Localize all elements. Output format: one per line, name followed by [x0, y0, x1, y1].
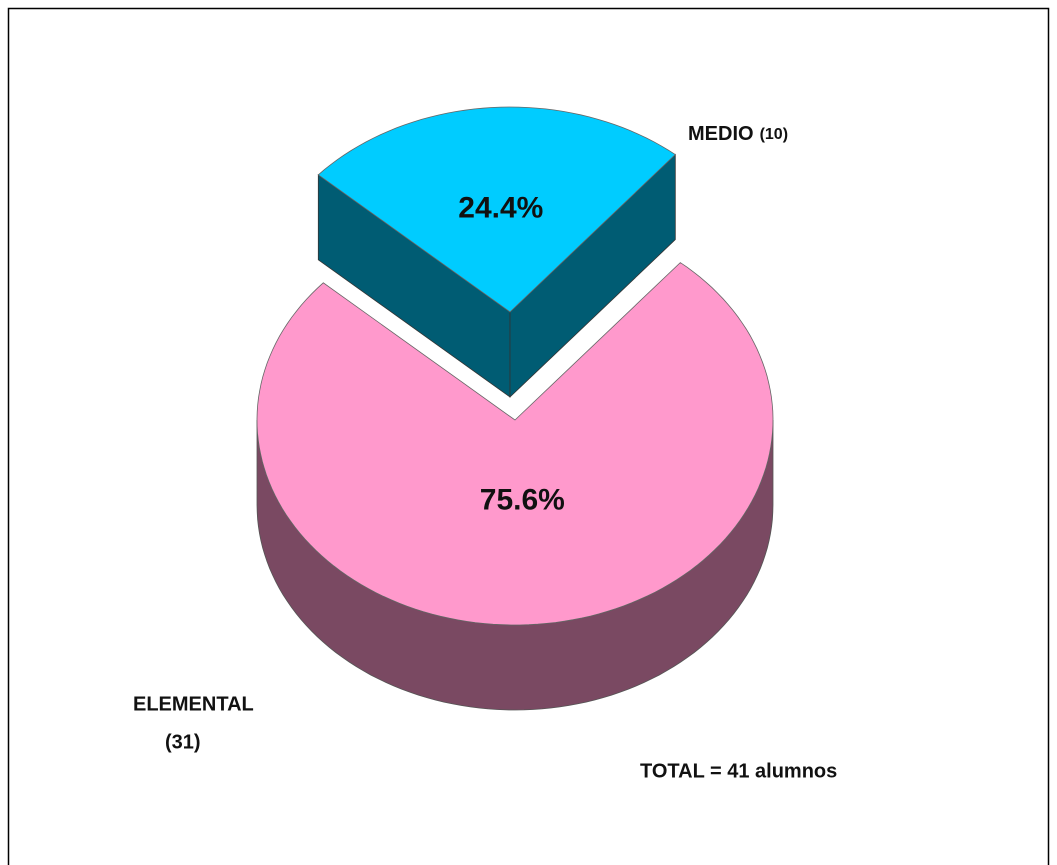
- slice: 75.6%: [256, 262, 774, 711]
- value-label: 24.4%: [458, 192, 543, 225]
- slice: 24.4%: [317, 106, 676, 398]
- count-label: (31): [165, 731, 201, 753]
- slice-top: [256, 262, 774, 626]
- category-label: ELEMENTAL: [133, 693, 254, 715]
- category-label: MEDIO (10): [688, 123, 788, 145]
- slice-top: [317, 106, 676, 313]
- category-name: MEDIO: [688, 123, 754, 145]
- annotation: TOTAL = 41 alumnos: [640, 760, 837, 782]
- value-label: 75.6%: [480, 484, 565, 517]
- count-label: (10): [760, 126, 788, 143]
